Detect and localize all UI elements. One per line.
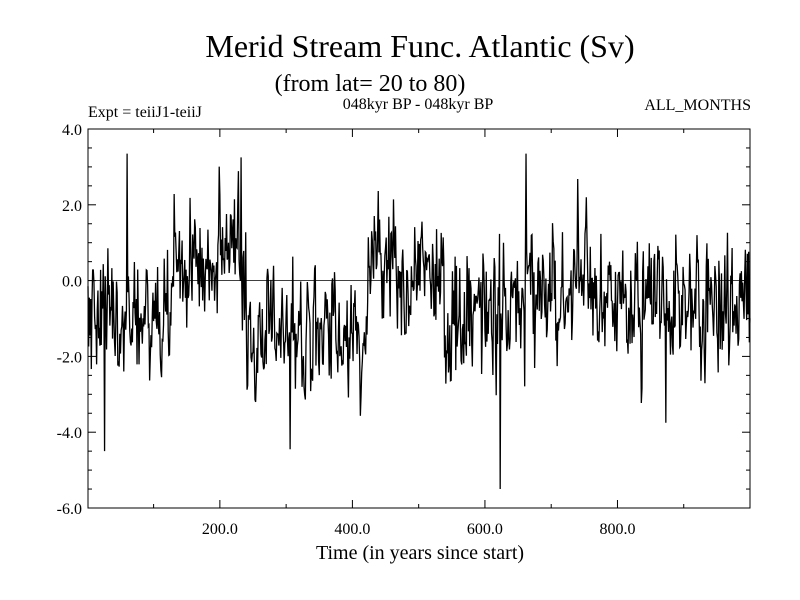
x-tick-label: 200.0 [202,521,238,538]
x-tick-label: 600.0 [467,521,503,538]
series-line [87,153,751,490]
y-tick-label: 0.0 [62,274,82,291]
plot-area: -6.0 -4.0 -2.0 0.0 2.0 4.0 200.0 400.0 600.0 800… [57,122,751,538]
y-tick-label: 4.0 [62,122,82,139]
x-tick-label: 400.0 [334,521,370,538]
y-tick-label: 2.0 [62,198,82,215]
x-axis: 200.0 400.0 600.0 800.0 [153,129,685,538]
y-tick-label: -2.0 [57,349,82,366]
experiment-label: Expt = teiiJ1-teiiJ [88,104,202,121]
chart-title: Merid Stream Func. Atlantic (Sv) [205,28,634,64]
y-tick-label: -4.0 [57,425,82,442]
months-label: ALL_MONTHS [644,97,751,114]
period-label: 048kyr BP - 048kyr BP [343,96,494,113]
x-axis-label: Time (in years since start) [316,542,524,564]
y-tick-label: -6.0 [57,501,82,518]
x-tick-label: 800.0 [599,521,635,538]
chart-subtitle: (from lat= 20 to 80) [275,71,466,97]
y-axis: -6.0 -4.0 -2.0 0.0 2.0 4.0 [57,122,750,518]
